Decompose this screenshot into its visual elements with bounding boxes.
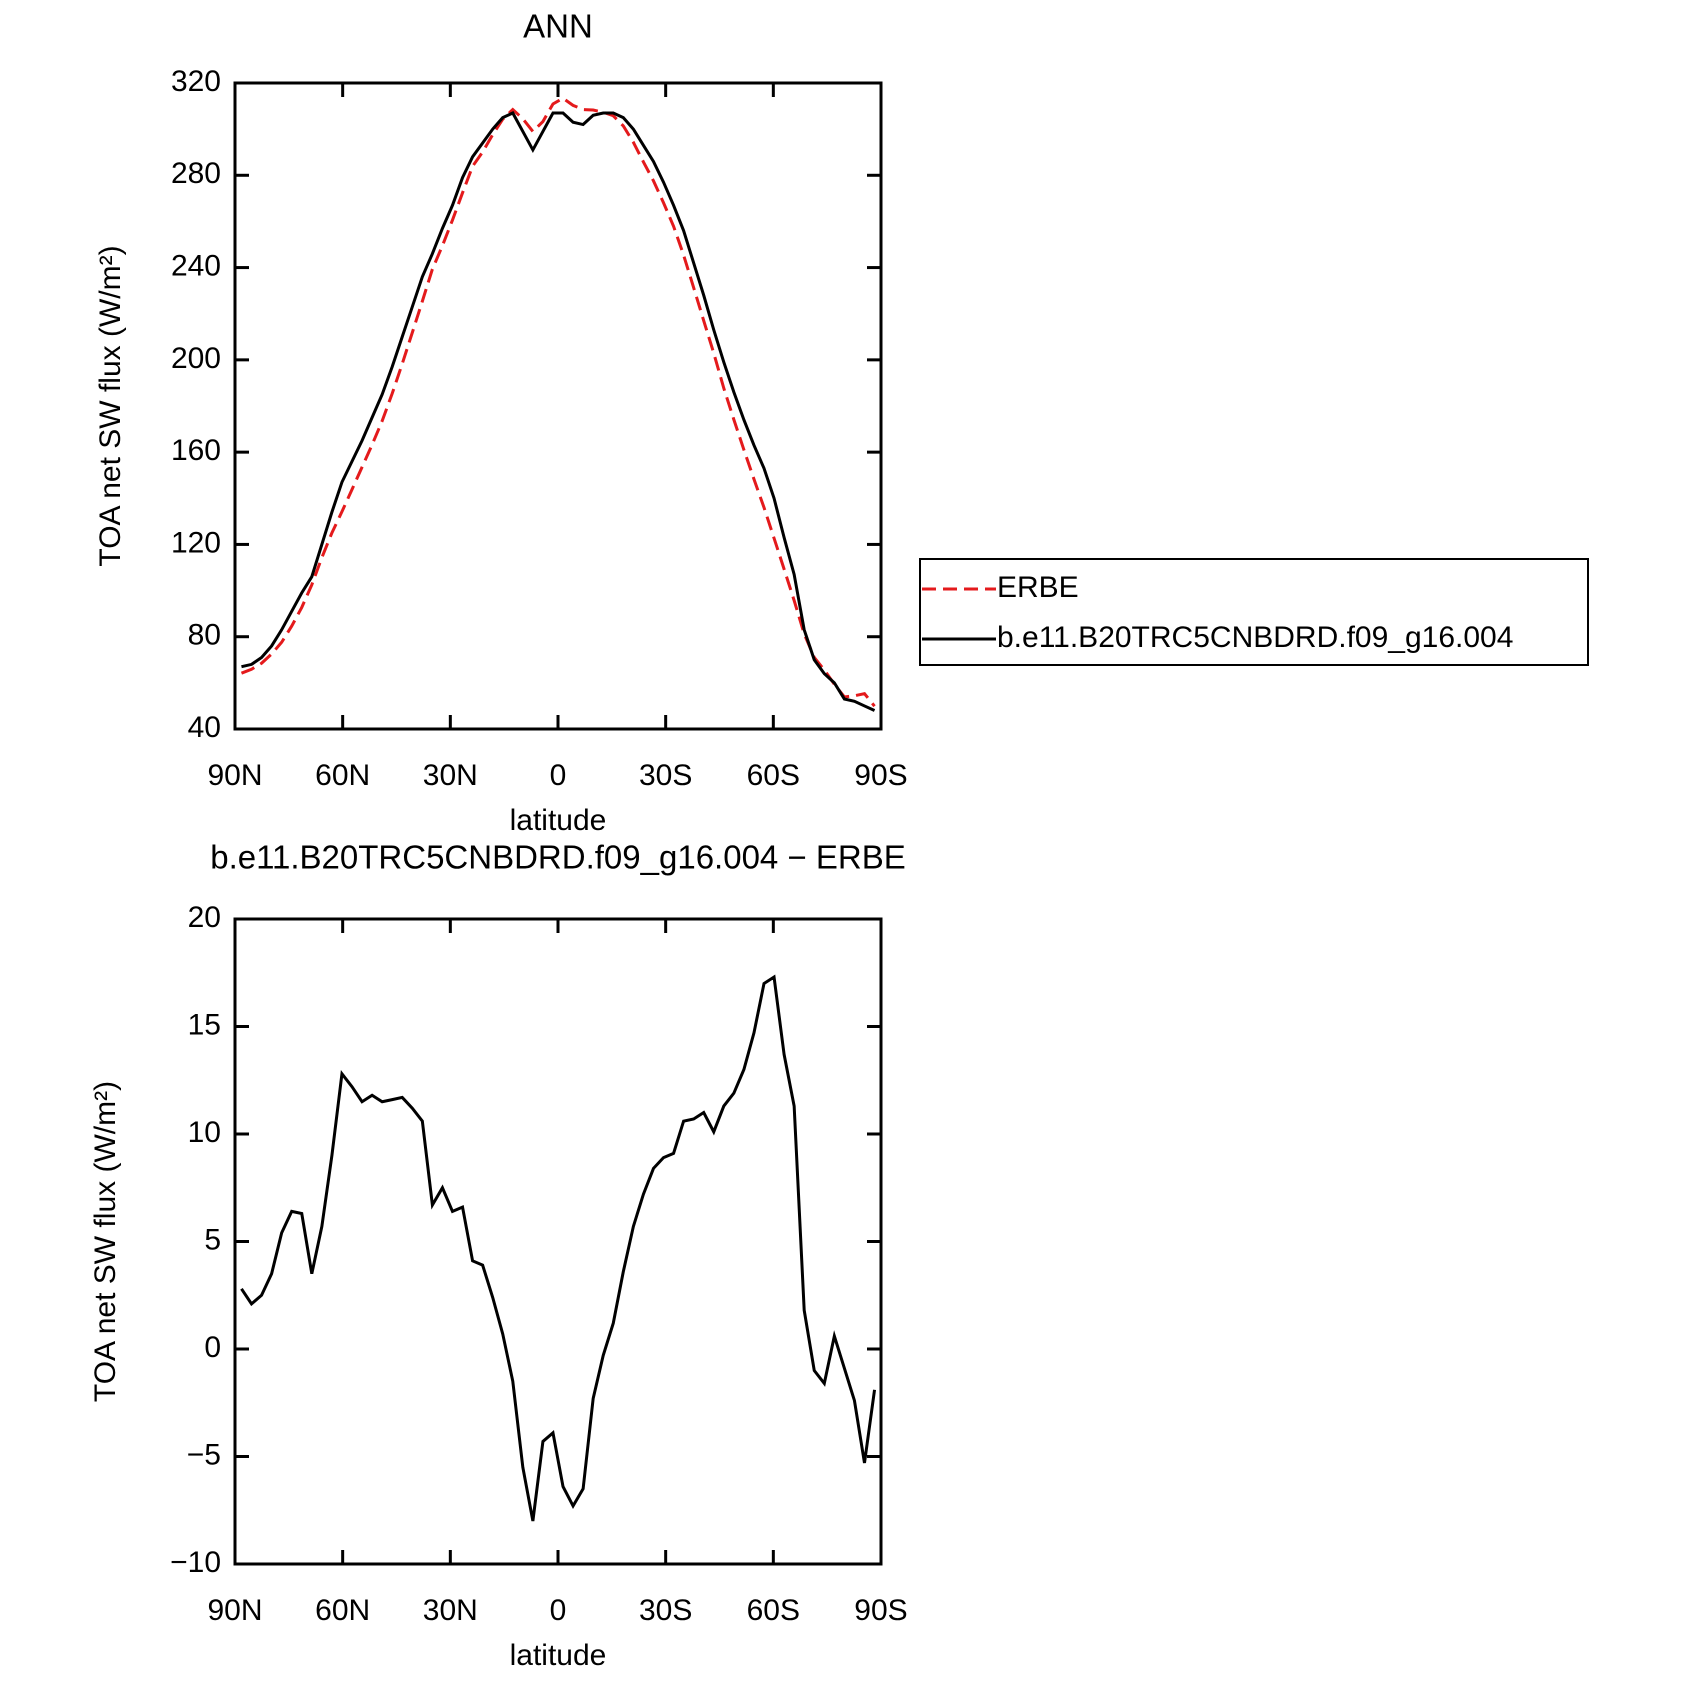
x-axis-label: latitude xyxy=(510,804,607,837)
chart-title: b.e11.B20TRC5CNBDRD.f09_g16.004 − ERBE xyxy=(210,839,906,876)
x-tick-label: 60S xyxy=(747,1594,800,1627)
x-tick-label: 0 xyxy=(550,1594,567,1627)
legend-label: ERBE xyxy=(997,571,1079,604)
y-tick-label: 5 xyxy=(204,1223,221,1256)
y-tick-label: 160 xyxy=(171,434,221,467)
x-tick-label: 90S xyxy=(854,1594,907,1627)
x-tick-label: 60N xyxy=(315,1594,370,1627)
y-tick-label: 40 xyxy=(188,711,221,744)
data-line xyxy=(241,111,876,712)
y-tick-label: 240 xyxy=(171,249,221,282)
plot-frame xyxy=(233,81,883,731)
y-tick-label: 20 xyxy=(188,901,221,934)
x-tick-label: 30N xyxy=(423,759,478,792)
x-tick-label: 90N xyxy=(207,759,262,792)
y-tick-label: 200 xyxy=(171,342,221,375)
x-tick-label: 0 xyxy=(550,759,567,792)
x-tick-label: 90N xyxy=(207,1594,262,1627)
x-tick-label: 90S xyxy=(854,759,907,792)
y-tick-label: 10 xyxy=(188,1116,221,1149)
x-tick-label: 60N xyxy=(315,759,370,792)
legend-label: b.e11.B20TRC5CNBDRD.f09_g16.004 xyxy=(997,621,1513,654)
y-axis-label: TOA net SW flux (W/m²) xyxy=(94,245,127,566)
y-tick-label: −10 xyxy=(170,1546,221,1579)
x-tick-label: 30S xyxy=(639,1594,692,1627)
x-tick-label: 60S xyxy=(747,759,800,792)
y-tick-label: 320 xyxy=(171,65,221,98)
legend-box xyxy=(919,558,1589,666)
y-tick-label: 0 xyxy=(204,1331,221,1364)
plot-frame xyxy=(233,917,883,1566)
y-tick-label: 15 xyxy=(188,1008,221,1041)
chart-title: ANN xyxy=(523,8,593,45)
data-line xyxy=(240,974,877,1522)
x-tick-label: 30S xyxy=(639,759,692,792)
y-axis-label: TOA net SW flux (W/m²) xyxy=(89,1081,122,1402)
y-tick-label: −5 xyxy=(187,1438,221,1471)
x-tick-label: 30N xyxy=(423,1594,478,1627)
data-line xyxy=(240,96,876,708)
y-tick-label: 280 xyxy=(171,157,221,190)
y-tick-label: 80 xyxy=(188,619,221,652)
x-axis-label: latitude xyxy=(510,1639,607,1672)
y-tick-label: 120 xyxy=(171,526,221,559)
